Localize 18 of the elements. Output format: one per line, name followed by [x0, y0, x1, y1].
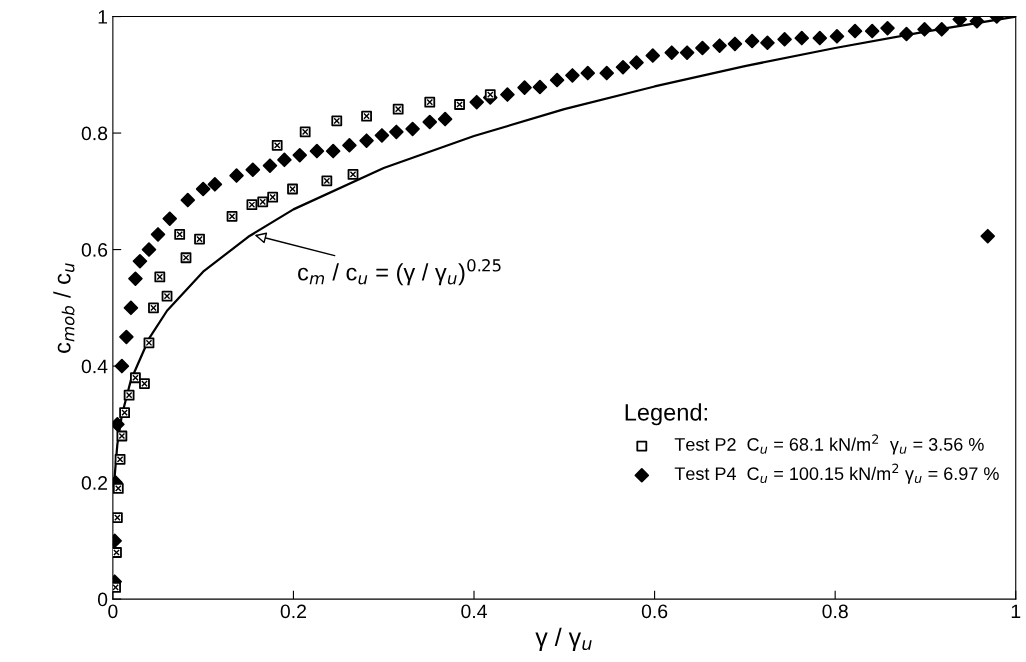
y-tick-label: 0.2 [81, 476, 108, 490]
x-tick-label: 0.4 [461, 604, 487, 619]
y-tick-label: 1 [98, 10, 108, 24]
y-tick-label: 0 [97, 592, 108, 607]
x-tick-label: 0.6 [641, 604, 668, 619]
y-tick-label: 0.6 [81, 243, 108, 257]
annotation: c$_{m}$ / c$_{u}$ = (γ / γ$_{u}$)$^{0.25}$ [298, 259, 501, 286]
x-tick-label: 0.2 [280, 604, 306, 619]
y-tick-label: 0.8 [81, 126, 108, 141]
y-axis-title: c$_{mob}$ / c$_{u}$ [53, 263, 75, 353]
x-tick-label: 0.8 [822, 604, 848, 619]
x-tick-label: 1 [1011, 604, 1021, 619]
y-tick-label: 0.4 [81, 359, 108, 374]
x-tick-label: 0 [108, 604, 118, 619]
legend-label: Test P2 C$_{u}$ = 68.1 kN/m$^{2}$ γ$_{u}$ = 3.56 % [674, 434, 984, 455]
x-axis-title: γ / γ$_{u}$ [535, 627, 592, 651]
legend-title: Legend: [625, 403, 707, 426]
legend-label: Test P4 C$_{u}$ = 100.15 kN/m$^{2}$ γ$_{u}$ = 6.97 % [674, 463, 999, 484]
